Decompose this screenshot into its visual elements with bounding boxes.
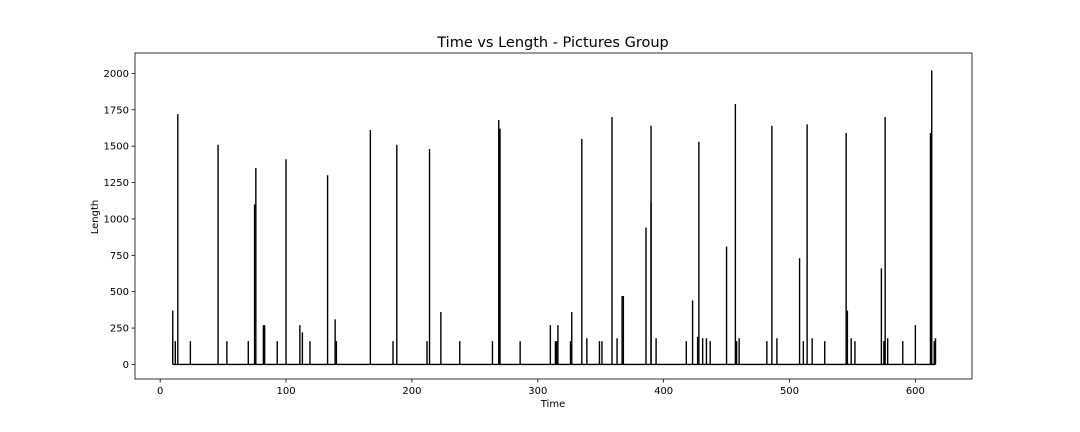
y-tick-label-1500: 1500 (104, 142, 129, 153)
axes: 0 100 200 300 400 500 600 0 250 500 750 1000 1250 150… (104, 52, 973, 397)
chart-title: Time vs Length - Pictures Group (436, 35, 668, 51)
x-tick-label-300: 300 (528, 386, 547, 397)
plot-area (172, 70, 937, 366)
x-tick-label-0: 0 (157, 386, 163, 397)
y-tick-label-750: 750 (110, 251, 129, 262)
y-tick-label-500: 500 (110, 287, 129, 298)
y-tick-label-1250: 1250 (104, 178, 129, 189)
x-axis-label: Time (540, 399, 565, 410)
x-tick-label-100: 100 (276, 386, 295, 397)
x-tick-label-400: 400 (654, 386, 673, 397)
y-tick-label-250: 250 (110, 324, 129, 335)
y-tick-label-2000: 2000 (104, 69, 129, 80)
y-tick-label-1750: 1750 (104, 105, 129, 116)
x-tick-label-500: 500 (780, 386, 799, 397)
x-tick-label-200: 200 (402, 386, 421, 397)
axes-frame (134, 52, 973, 380)
y-axis-label: Length (90, 200, 101, 235)
y-tick-label-0: 0 (123, 360, 129, 371)
x-tick-label-600: 600 (906, 386, 925, 397)
y-tick-label-1000: 1000 (104, 214, 129, 225)
